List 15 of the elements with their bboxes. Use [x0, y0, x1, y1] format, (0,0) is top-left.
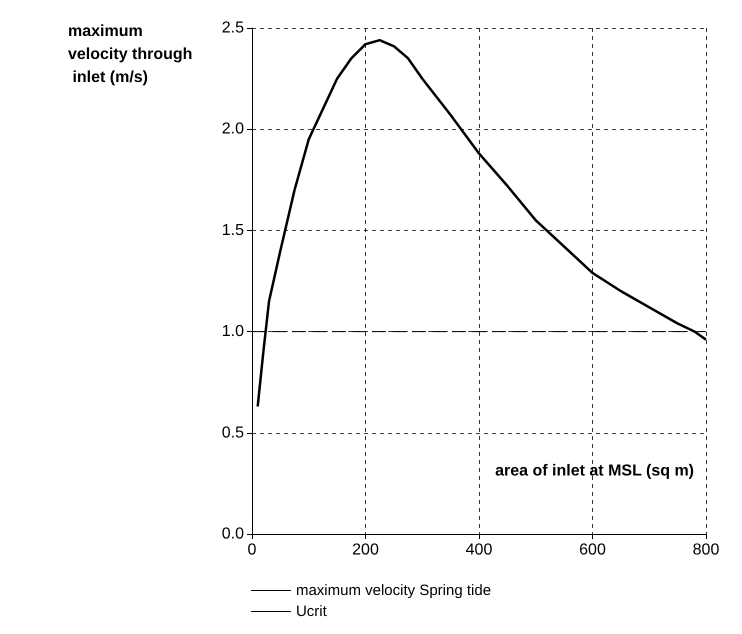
y-tick-label: 0.5: [222, 424, 244, 442]
x-axis-title: area of inlet at MSL (sq m): [495, 462, 694, 480]
x-tick-label: 200: [352, 542, 379, 558]
x-tick-label: 0: [248, 542, 257, 558]
y-tick-label: 2.0: [222, 120, 244, 138]
y-axis-title: maximum velocity through inlet (m/s): [68, 23, 192, 86]
y-tick-label: 1.5: [222, 222, 244, 239]
x-tick-label: 600: [579, 542, 606, 558]
y-tick-label: 2.5: [222, 20, 244, 36]
legend-label: maximum velocity Spring tide: [296, 582, 492, 599]
y-tick-label: 1.0: [222, 323, 244, 340]
x-tick-label: 800: [692, 542, 720, 558]
y-tick-label: 0.0: [222, 526, 244, 542]
legend-label: Ucrit: [296, 603, 328, 620]
x-tick-label: 400: [466, 542, 492, 558]
